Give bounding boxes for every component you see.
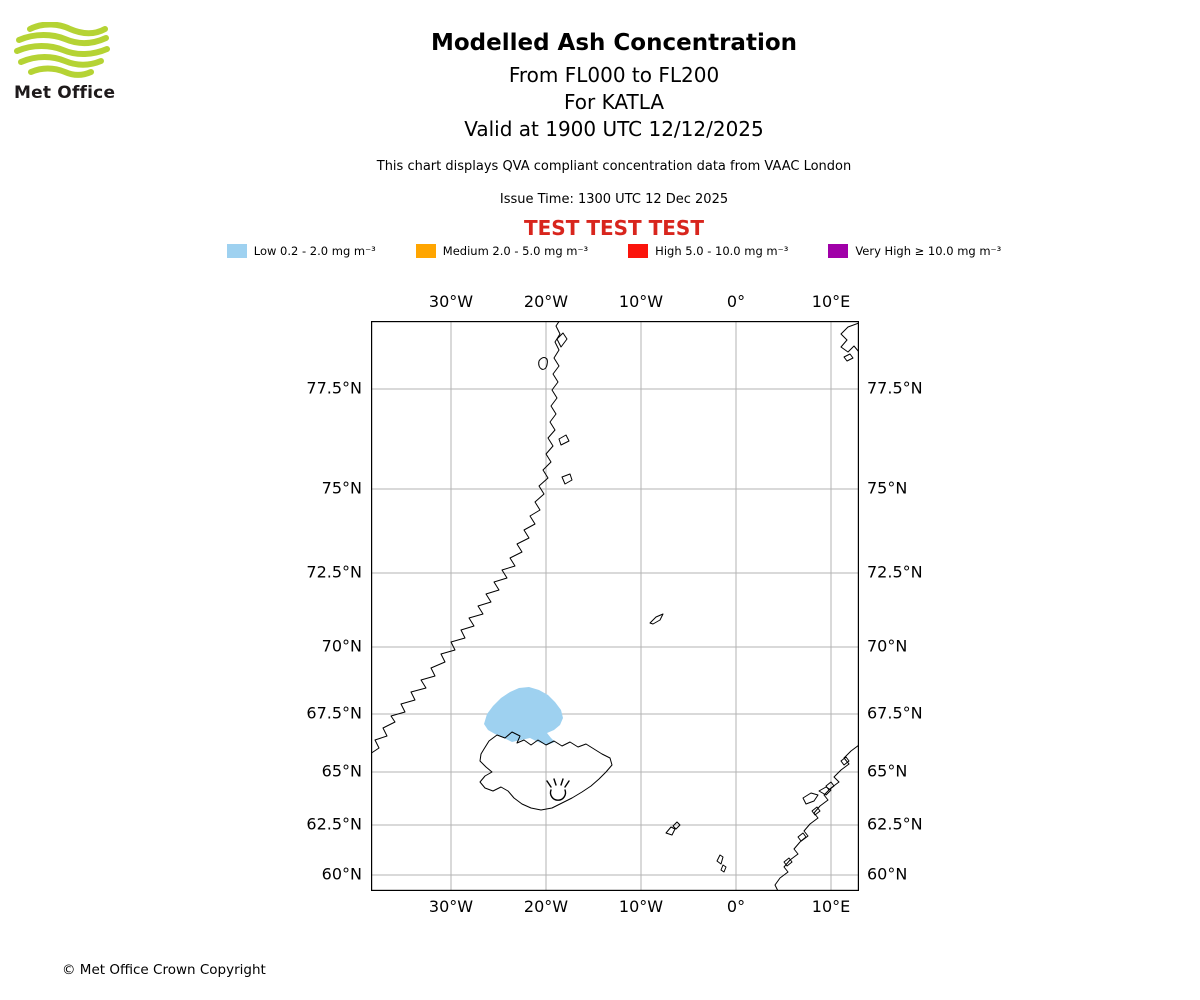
lon-label-top: 0° [726, 292, 746, 311]
map-area: 30°W 20°W 10°W 0° 10°E 30°W 20°W 10°W 0°… [306, 292, 922, 916]
lon-label-top: 10°E [811, 292, 851, 311]
concentration-legend: Low 0.2 - 2.0 mg m⁻³ Medium 2.0 - 5.0 mg… [28, 244, 1200, 258]
subtitle-volcano: For KATLA [564, 90, 664, 114]
legend-item-high: High 5.0 - 10.0 mg m⁻³ [628, 244, 788, 258]
lat-label-right: 62.5°N [867, 814, 923, 834]
lat-label-left: 72.5°N [306, 562, 362, 582]
lat-label-left: 70°N [321, 636, 362, 656]
map-border [371, 321, 859, 891]
lat-label-right: 65°N [867, 761, 908, 781]
legend-swatch-low-icon [226, 244, 247, 258]
met-office-logo-waves-icon [14, 21, 110, 78]
lat-label-right: 72.5°N [867, 562, 923, 582]
subtitle-valid-time: Valid at 1900 UTC 12/12/2025 [464, 117, 764, 141]
lat-label-right: 70°N [867, 636, 908, 656]
greenland-coastline [371, 321, 573, 754]
legend-item-low: Low 0.2 - 2.0 mg m⁻³ [226, 244, 376, 258]
lon-label-bottom: 10°W [618, 897, 664, 916]
legend-swatch-high-icon [628, 244, 649, 258]
jan-mayen-island [649, 613, 664, 625]
met-office-logo-text: Met Office [14, 83, 116, 103]
lon-label-top: 10°W [618, 292, 664, 311]
lon-label-bottom: 20°W [523, 897, 569, 916]
lat-label-left: 62.5°N [306, 814, 362, 834]
lat-label-left: 77.5°N [306, 378, 362, 398]
qva-compliance-note: This chart displays QVA compliant concen… [376, 159, 852, 174]
lon-label-bottom: 30°W [428, 897, 474, 916]
test-banner: TEST TEST TEST [524, 216, 704, 240]
lat-label-right: 75°N [867, 478, 908, 498]
legend-swatch-very-high-icon [828, 244, 849, 258]
met-office-logo: Met Office [14, 21, 134, 103]
lat-label-left: 75°N [321, 478, 362, 498]
lat-label-left: 65°N [321, 761, 362, 781]
norway-coastline [774, 744, 859, 891]
faroe-islands [665, 821, 681, 836]
lat-label-right: 77.5°N [867, 378, 923, 398]
page-title: Modelled Ash Concentration [430, 30, 798, 56]
svalbard-coastline [840, 322, 859, 362]
shetland-islands [716, 854, 727, 873]
lat-label-right: 67.5°N [867, 703, 923, 723]
legend-swatch-medium-icon [415, 244, 436, 258]
iceland-coastline [479, 731, 613, 811]
legend-label-very-high: Very High ≥ 10.0 mg m⁻³ [855, 244, 1002, 258]
legend-label-medium: Medium 2.0 - 5.0 mg m⁻³ [442, 244, 589, 258]
map-canvas [371, 321, 859, 891]
legend-item-medium: Medium 2.0 - 5.0 mg m⁻³ [415, 244, 589, 258]
ash-polygon-low [484, 687, 563, 745]
subtitle-flight-levels: From FL000 to FL200 [508, 63, 720, 87]
crown-copyright: © Met Office Crown Copyright [62, 962, 266, 978]
legend-item-very-high: Very High ≥ 10.0 mg m⁻³ [828, 244, 1001, 258]
lat-label-left: 60°N [321, 864, 362, 884]
issue-time: Issue Time: 1300 UTC 12 Dec 2025 [499, 192, 729, 207]
lat-label-left: 67.5°N [306, 703, 362, 723]
lat-label-right: 60°N [867, 864, 908, 884]
graticule-gridlines [371, 321, 859, 891]
lon-label-top: 20°W [523, 292, 569, 311]
lon-label-top: 30°W [428, 292, 474, 311]
volcano-icon [546, 778, 570, 801]
legend-label-low: Low 0.2 - 2.0 mg m⁻³ [253, 244, 376, 258]
legend-label-high: High 5.0 - 10.0 mg m⁻³ [655, 244, 789, 258]
lon-label-bottom: 0° [726, 897, 746, 916]
lon-label-bottom: 10°E [811, 897, 851, 916]
